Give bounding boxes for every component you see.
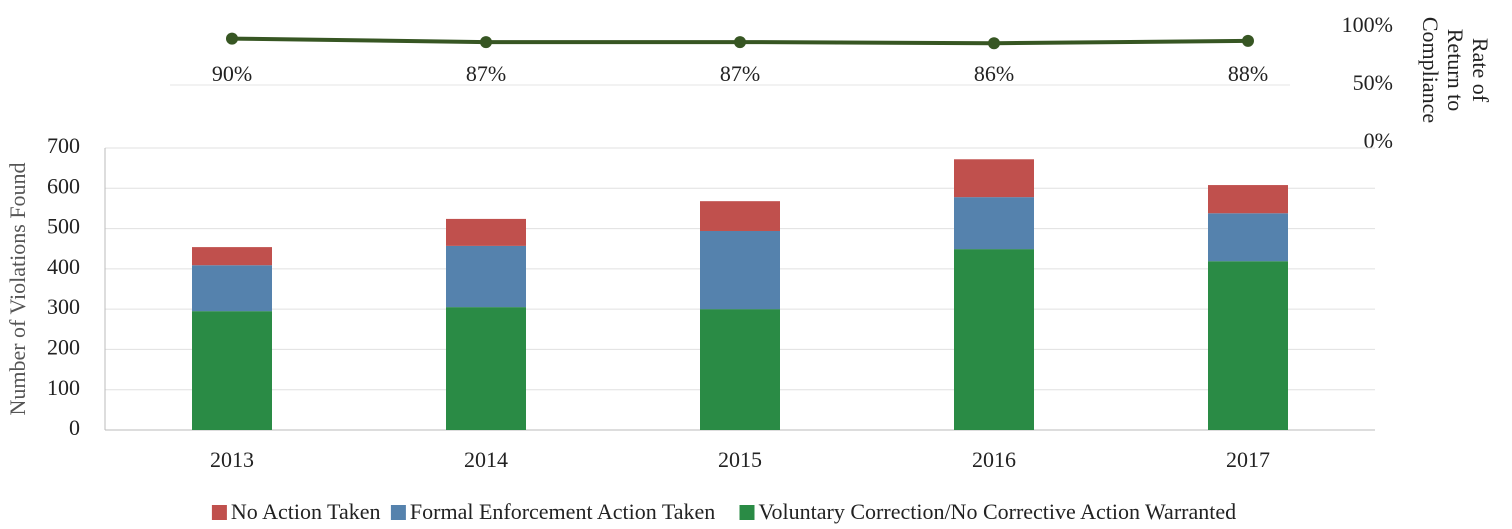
bar-segment: [1208, 213, 1288, 262]
bar-segment: [192, 311, 272, 430]
point: [734, 36, 746, 49]
x-tick-label: 2015: [718, 447, 762, 472]
data-label: 88%: [1228, 61, 1268, 86]
y-tick-label: 300: [47, 294, 80, 319]
x-tick-label: 2014: [464, 447, 508, 472]
point: [1242, 34, 1254, 47]
y-tick-label: 100: [47, 375, 80, 400]
bar-segment: [192, 247, 272, 266]
bar-segment: [446, 245, 526, 308]
y2-axis-label: Return to: [1443, 29, 1468, 112]
legend-swatch: [739, 505, 755, 520]
y2-axis-label: Compliance: [1418, 17, 1443, 123]
legend-label: Formal Enforcement Action Taken: [410, 499, 715, 524]
legend-label: Voluntary Correction/No Corrective Actio…: [759, 499, 1237, 524]
y-axis-label: Number of Violations Found: [5, 162, 30, 415]
point: [480, 36, 492, 49]
y-tick-label: 600: [47, 173, 80, 198]
data-label: 86%: [974, 61, 1014, 86]
data-label: 87%: [466, 61, 506, 86]
bar-segment: [192, 265, 272, 312]
y2-tick-label: 100%: [1342, 12, 1393, 37]
point: [226, 32, 238, 45]
bar-segment: [954, 197, 1034, 250]
legend-swatch: [211, 505, 227, 520]
legend-swatch: [390, 505, 406, 520]
bar-segment: [700, 230, 780, 310]
y-tick-label: 700: [47, 133, 80, 158]
x-tick-label: 2017: [1226, 447, 1270, 472]
point: [988, 37, 1000, 50]
y2-axis-label: Rate of: [1468, 38, 1493, 103]
x-tick-label: 2016: [972, 447, 1016, 472]
bar-segment: [954, 249, 1034, 430]
y-tick-label: 400: [47, 254, 80, 279]
data-label: 87%: [720, 61, 760, 86]
data-label: 90%: [212, 61, 252, 86]
y-tick-label: 500: [47, 214, 80, 239]
legend-label: No Action Taken: [231, 499, 381, 524]
y2-tick-label: 0%: [1364, 128, 1393, 153]
x-tick-label: 2013: [210, 447, 254, 472]
bar-segment: [700, 309, 780, 430]
bar-segment: [1208, 185, 1288, 214]
y-tick-label: 200: [47, 334, 80, 359]
bar-segment: [1208, 261, 1288, 430]
bar-segment: [446, 218, 526, 246]
bar-segment: [954, 159, 1034, 198]
y2-tick-label: 50%: [1353, 70, 1393, 95]
y-tick-label: 0: [69, 415, 80, 440]
bar-segment: [446, 307, 526, 430]
bar-segment: [700, 201, 780, 231]
